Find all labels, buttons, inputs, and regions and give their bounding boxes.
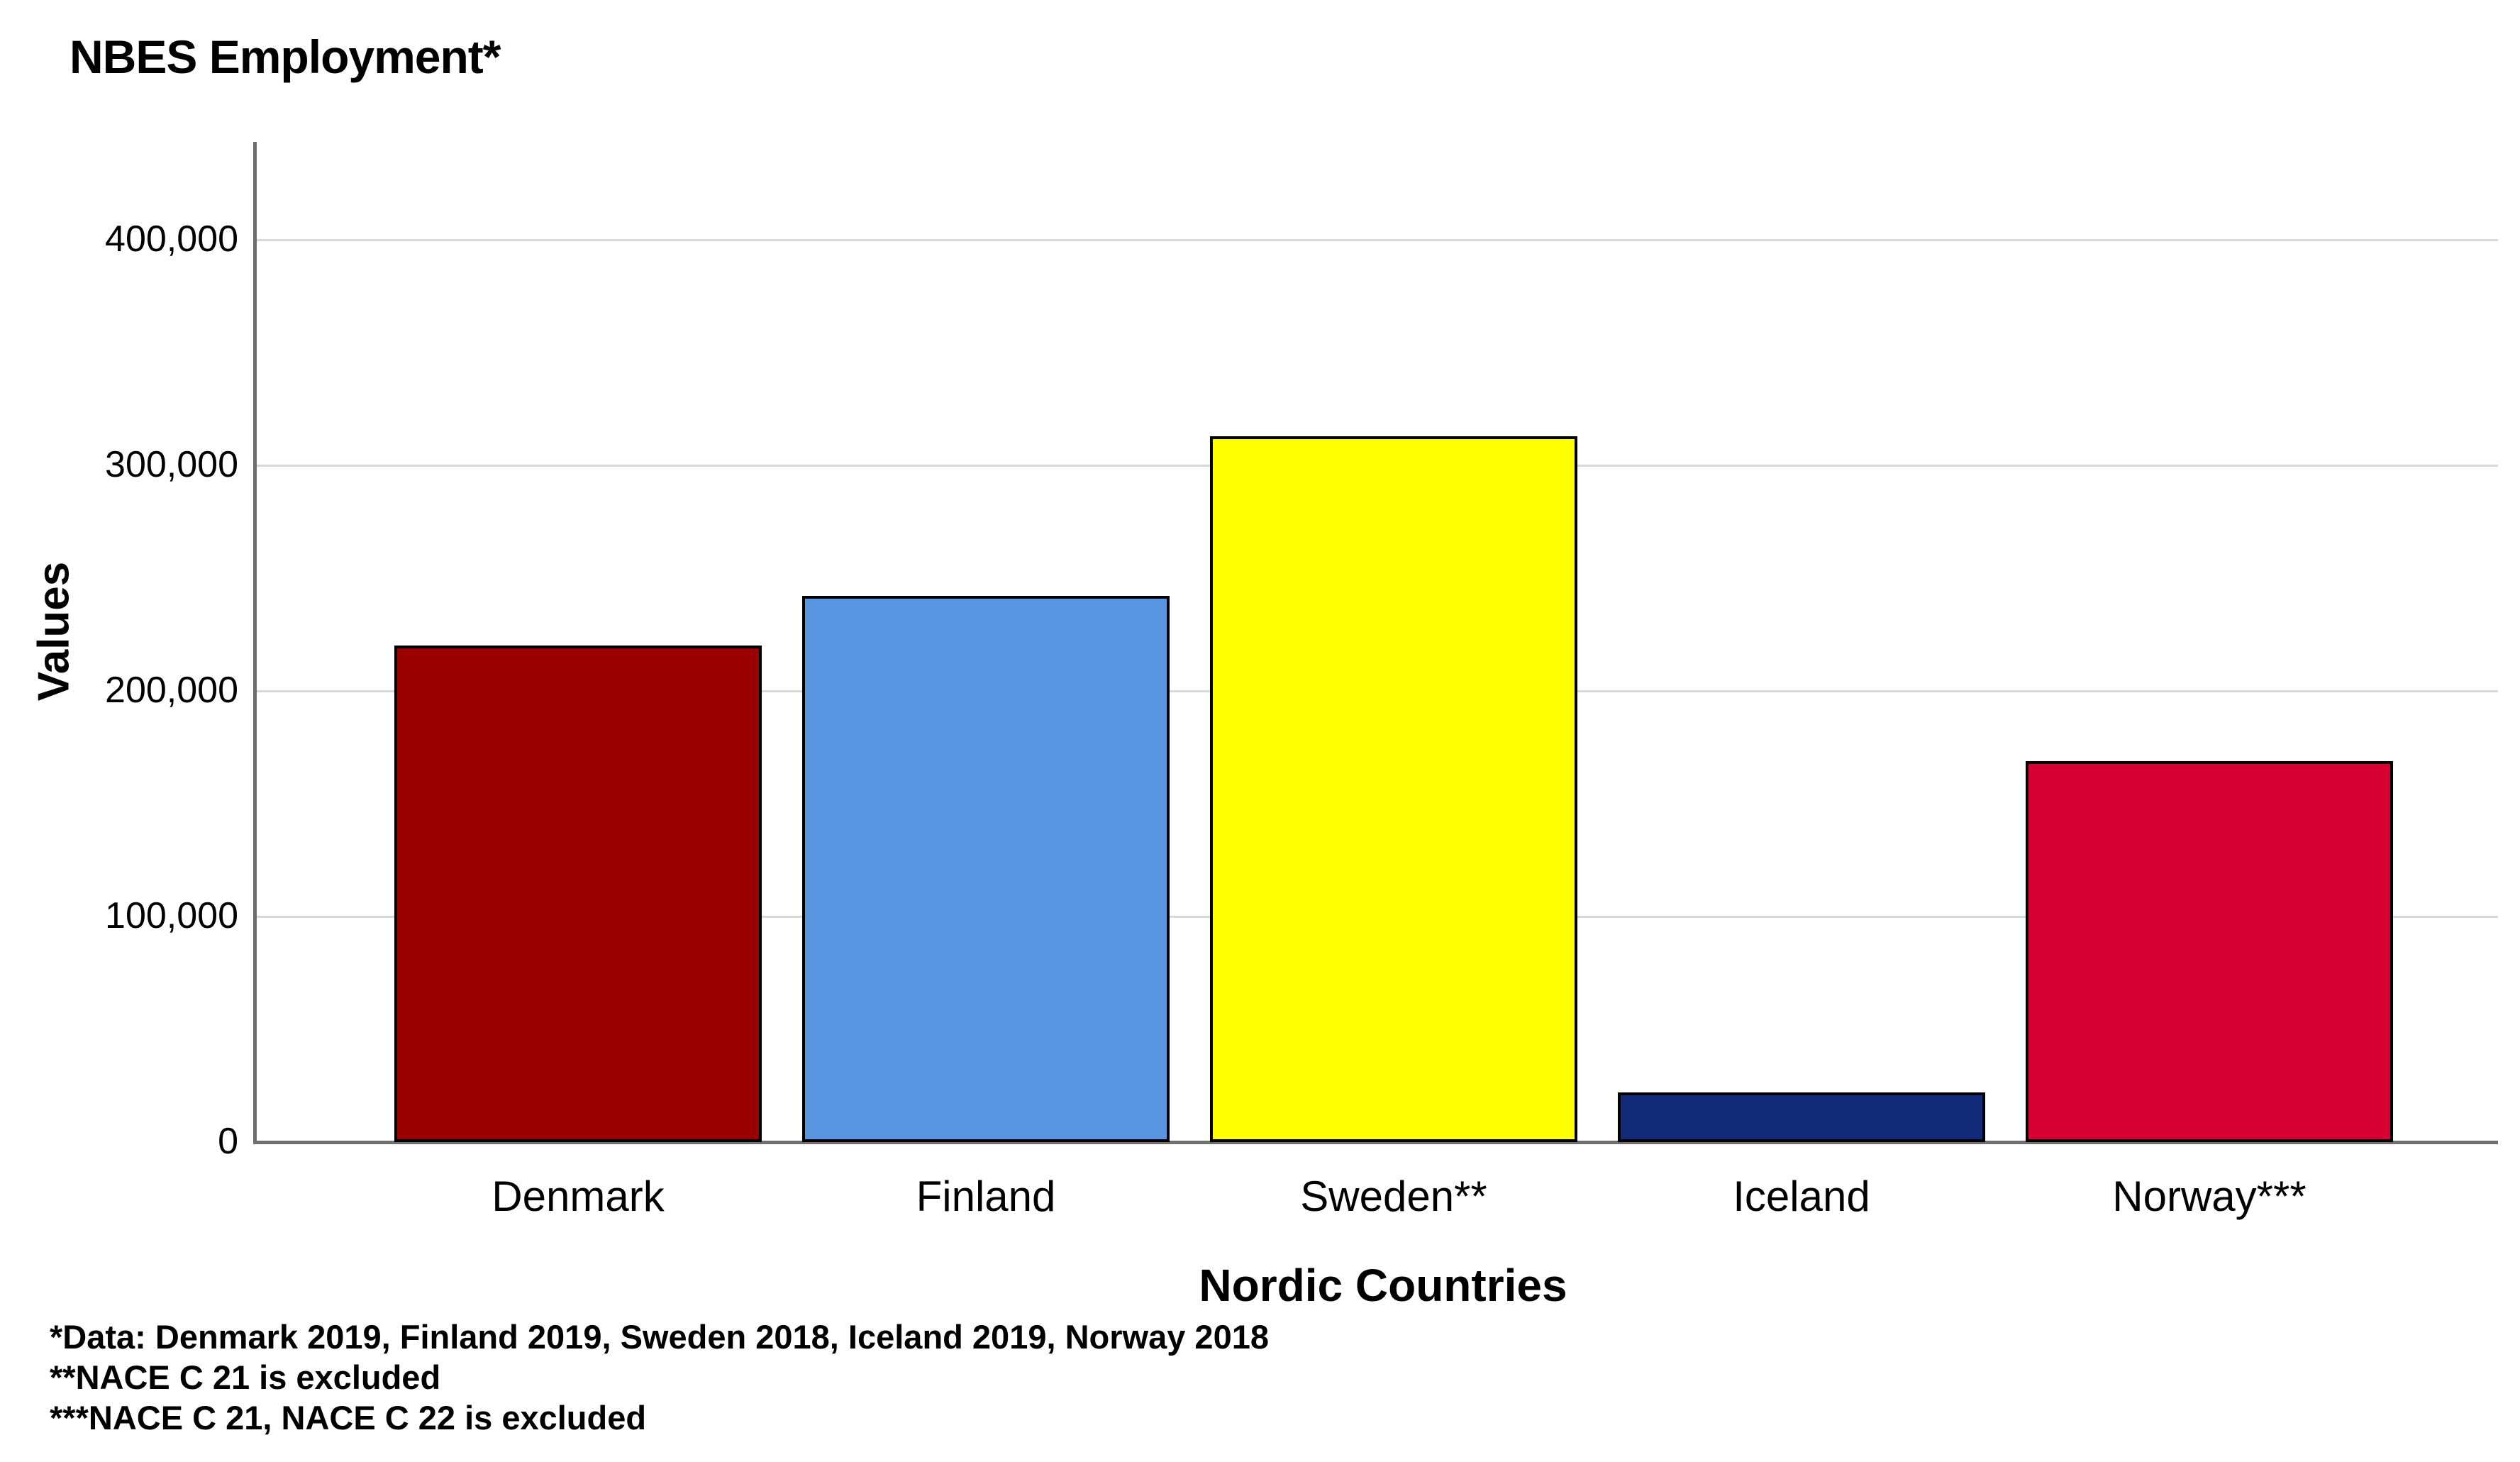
category-label-denmark: Denmark (492, 1173, 665, 1220)
gridline-400000 (255, 239, 2498, 241)
bar-finland (802, 596, 1170, 1142)
bar-iceland (1618, 1092, 1985, 1142)
category-label-sweden: Sweden** (1300, 1173, 1487, 1220)
footnote-nace-c21-c22: ***NACE C 21, NACE C 22 is excluded (50, 1399, 647, 1436)
y-tick-label-400000: 400,000 (105, 218, 238, 260)
bar-sweden (1210, 436, 1577, 1142)
footnote-nace-c21: **NACE C 21 is excluded (50, 1358, 441, 1396)
bar-denmark (394, 646, 762, 1142)
x-axis-line (253, 1141, 2498, 1144)
category-label-iceland: Iceland (1733, 1173, 1870, 1220)
footnote-data-years: *Data: Denmark 2019, Finland 2019, Swede… (50, 1318, 1269, 1356)
category-label-finland: Finland (916, 1173, 1056, 1220)
x-axis-title: Nordic Countries (1199, 1260, 1567, 1311)
chart-title: NBES Employment* (70, 31, 501, 83)
bar-norway (2026, 760, 2393, 1142)
y-tick-label-100000: 100,000 (105, 895, 238, 936)
category-label-norway: Norway*** (2112, 1173, 2307, 1220)
y-tick-label-0: 0 (218, 1120, 238, 1162)
chart-footnotes: *Data: Denmark 2019, Finland 2019, Swede… (50, 1317, 1269, 1438)
y-tick-label-200000: 200,000 (105, 669, 238, 711)
y-tick-label-300000: 300,000 (105, 443, 238, 485)
y-axis-line (253, 142, 257, 1144)
